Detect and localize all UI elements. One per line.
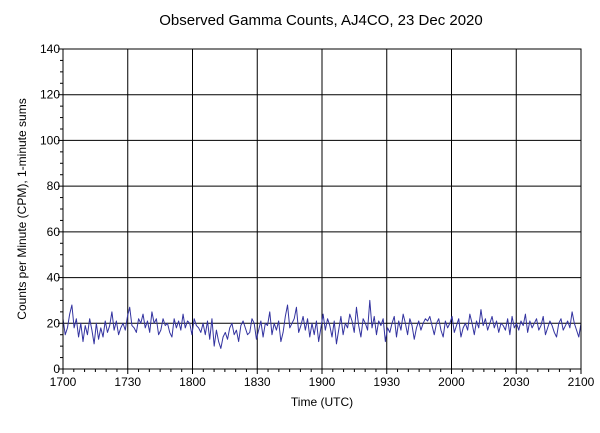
y-tick-label: 60 — [47, 225, 61, 239]
y-tick-label: 40 — [47, 271, 61, 285]
x-tick-label: 2100 — [568, 375, 595, 389]
y-tick-label: 140 — [40, 42, 60, 56]
x-tick-label: 1930 — [373, 375, 400, 389]
x-tick-label: 1830 — [244, 375, 271, 389]
y-tick-label: 20 — [47, 316, 61, 330]
x-tick-label: 1800 — [179, 375, 206, 389]
series-layer — [62, 299, 582, 349]
y-tick-label: 80 — [47, 179, 61, 193]
y-tick-labels: 0 20 40 60 80 100 120 140 — [40, 42, 60, 376]
x-tick-label: 2000 — [438, 375, 465, 389]
y-tick-label: 100 — [40, 133, 60, 147]
series-line — [62, 299, 582, 349]
x-tick-label: 1900 — [309, 375, 336, 389]
y-tick-label: 120 — [40, 88, 60, 102]
x-tick-label: 2030 — [503, 375, 530, 389]
x-tick-label: 1730 — [114, 375, 141, 389]
chart-title: Observed Gamma Counts, AJ4CO, 23 Dec 202… — [159, 12, 483, 29]
y-axis-label: Counts per Minute (CPM), 1-minute sums — [15, 98, 29, 319]
x-tick-labels: 1700 1730 1800 1830 1900 1930 2000 2030 2100 — [50, 375, 595, 389]
plot-frame — [62, 48, 582, 370]
x-tick-label: 1700 — [50, 375, 77, 389]
y-tick-label: 0 — [53, 362, 60, 376]
x-axis-label: Time (UTC) — [291, 395, 353, 409]
grid-lines — [63, 49, 581, 369]
